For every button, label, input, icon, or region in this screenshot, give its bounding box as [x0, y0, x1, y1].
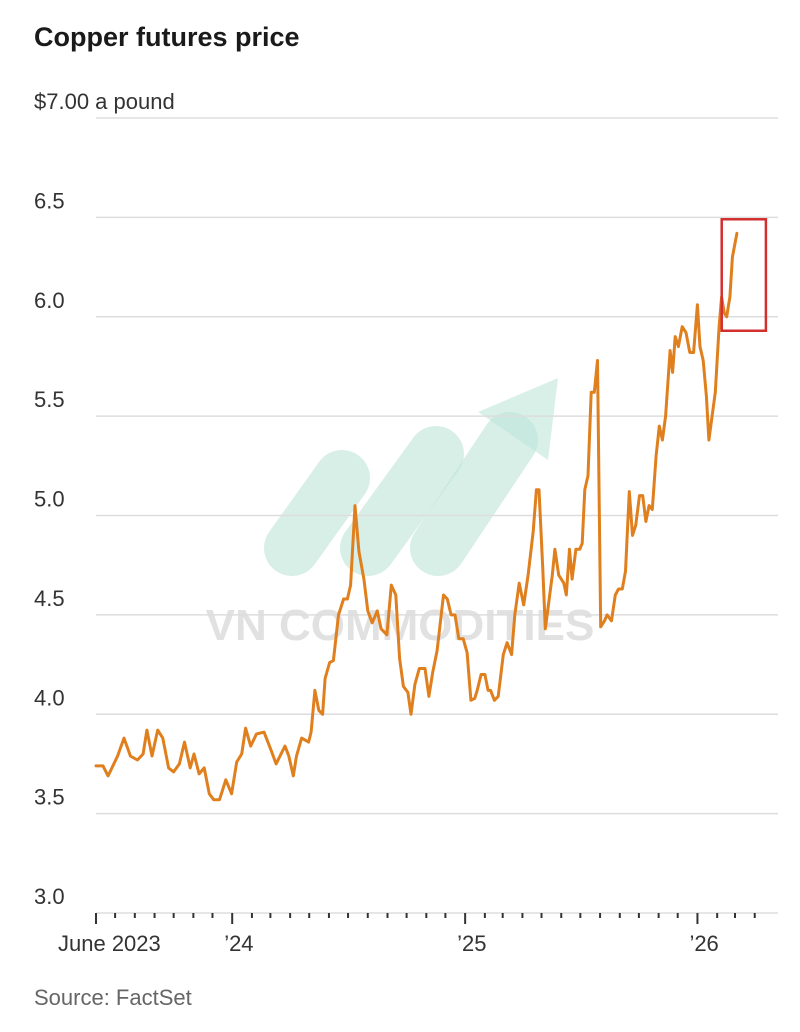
x-tick-label: ’25	[457, 931, 486, 956]
watermark-bar-3	[410, 412, 538, 576]
chart-title: Copper futures price	[34, 22, 300, 52]
y-tick-label: 4.5	[34, 586, 65, 611]
y-axis-tick-labels: $7.00 a pound 6.5 6.0 5.5 5.0 4.5 4.0 3.5 3.0	[34, 89, 175, 909]
watermark-bar-1	[264, 450, 370, 576]
highlight-box	[720, 218, 768, 332]
source-note: Source: FactSet	[34, 985, 192, 1010]
y-tick-label: 3.5	[34, 785, 65, 810]
watermark-bar-2	[340, 426, 464, 576]
y-tick-label: 4.0	[34, 685, 65, 710]
y-tick-label: 6.5	[34, 188, 65, 213]
series-layer	[94, 231, 739, 802]
highlight-box-layer	[720, 218, 768, 332]
x-tick-label: June 2023	[58, 931, 161, 956]
y-tick-label: 6.0	[34, 288, 65, 313]
x-tick-label: ’26	[689, 931, 718, 956]
y-tick-label: 5.5	[34, 387, 65, 412]
y-tick-label: 5.0	[34, 487, 65, 512]
y-tick-label: $7.00 a pound	[34, 89, 175, 114]
x-axis: June 2023 ’24 ’25 ’26	[58, 913, 756, 956]
watermark-arrow-head	[478, 378, 558, 460]
x-tick-label: ’24	[224, 931, 253, 956]
copper-price-line	[94, 231, 739, 802]
grid-lines	[96, 117, 778, 914]
watermark-logo: VN COMMODITIES	[206, 378, 594, 650]
y-tick-label: 3.0	[34, 884, 65, 909]
